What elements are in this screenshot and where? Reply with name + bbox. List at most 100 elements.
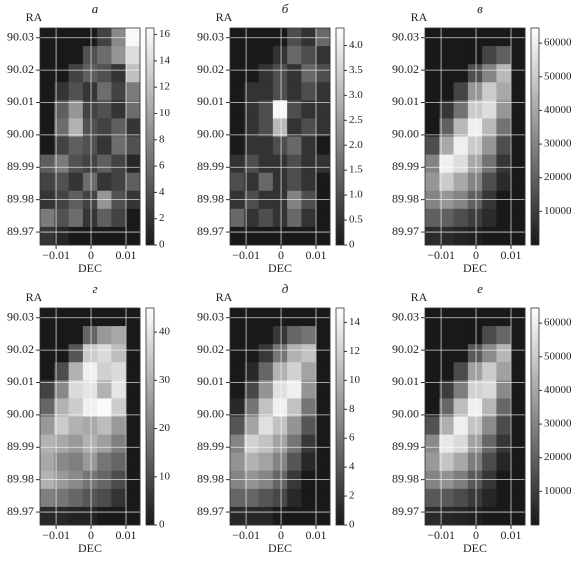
- heat-cell: [315, 46, 331, 65]
- heat-cell: [111, 380, 127, 399]
- heat-cell: [467, 82, 483, 101]
- heat-cell: [315, 154, 331, 174]
- heat-cell: [125, 416, 141, 435]
- heat-cell: [439, 208, 454, 228]
- colorbar-tick-label: 2.0: [349, 139, 363, 151]
- heat-cell: [425, 506, 440, 526]
- heat-cell: [244, 136, 259, 155]
- panel-title: е: [477, 281, 483, 296]
- heat-cell: [258, 398, 274, 417]
- heat-cell: [68, 416, 84, 435]
- heat-cell: [111, 64, 127, 83]
- heat-cell: [510, 506, 526, 526]
- heat-cell: [439, 100, 454, 119]
- heat-cell: [496, 488, 512, 508]
- heat-cell: [258, 28, 274, 47]
- heat-cell: [97, 226, 112, 246]
- colorbar: [145, 27, 155, 246]
- heat-cell: [244, 100, 259, 119]
- heat-cell: [287, 506, 302, 526]
- heat-cell: [301, 82, 317, 101]
- colorbar-tick-label: 1.5: [349, 164, 363, 176]
- heat-cell: [439, 82, 454, 101]
- colorbar-tick-label: 0.5: [349, 214, 363, 226]
- x-tick-label: −0.01: [42, 248, 70, 262]
- heat-cell: [439, 28, 454, 47]
- panel: е RA DEC −0.01 0 0.01 89.97 89.98 89.99 90.00 90.0…: [392, 281, 572, 555]
- heat-cell: [272, 172, 288, 192]
- heat-cell: [68, 46, 84, 65]
- heat-cell: [496, 308, 512, 327]
- y-tick-label: 90.02: [197, 62, 224, 76]
- heat-cell: [287, 154, 302, 174]
- heat-cell: [301, 64, 317, 83]
- heat-cell: [301, 344, 317, 363]
- heat-cell: [453, 308, 469, 327]
- heat-cell: [510, 416, 526, 435]
- heat-cell: [230, 46, 245, 65]
- heat-cell: [125, 344, 141, 363]
- y-tick-label: 89.98: [197, 471, 224, 485]
- heat-cell: [425, 452, 440, 472]
- heat-cell: [68, 488, 84, 508]
- heat-cell: [425, 398, 440, 417]
- heat-cell: [244, 28, 259, 47]
- heat-cell: [287, 136, 302, 155]
- heat-cell: [40, 506, 55, 526]
- heat-cell: [258, 226, 274, 246]
- heat-cell: [111, 100, 127, 119]
- y-tick-label: 89.97: [392, 504, 419, 518]
- heat-cell: [230, 226, 245, 246]
- heat-cell: [54, 416, 69, 435]
- x-tick-label: 0: [473, 528, 479, 542]
- plot-frame: [39, 27, 141, 246]
- heat-cell: [467, 488, 483, 508]
- heat-cell: [82, 100, 98, 119]
- heat-cell: [230, 452, 245, 472]
- heat-cell: [54, 308, 69, 327]
- heat-cell: [97, 398, 112, 417]
- heat-cell: [82, 506, 98, 526]
- heat-cell: [54, 344, 69, 363]
- heat-cell: [510, 28, 526, 47]
- heat-cell: [287, 344, 302, 363]
- heat-cell: [425, 226, 440, 246]
- heat-cell: [258, 488, 274, 508]
- heat-cell: [272, 380, 288, 399]
- colorbar: [530, 27, 540, 246]
- heat-cell: [230, 488, 245, 508]
- heat-cell: [510, 118, 526, 137]
- heat-cell: [425, 416, 440, 435]
- heat-cell: [496, 452, 512, 472]
- y-tick-label: 89.97: [7, 224, 34, 238]
- heat-cell: [125, 380, 141, 399]
- heat-cell: [439, 362, 454, 381]
- heat-cell: [315, 344, 331, 363]
- colorbar-tick-label: 2: [159, 212, 165, 224]
- heat-cell: [496, 208, 512, 228]
- colorbar-tick-label: 4: [159, 186, 165, 198]
- heat-cell: [40, 434, 55, 454]
- heat-cell: [40, 64, 55, 83]
- heat-cell: [97, 136, 112, 155]
- heat-cell: [301, 452, 317, 472]
- heat-cell: [482, 208, 497, 228]
- heat-cell: [272, 488, 288, 508]
- heat-cell: [97, 82, 112, 101]
- colorbar-tick-label: 50000: [544, 70, 572, 82]
- heat-cell: [40, 326, 55, 345]
- heat-cell: [301, 46, 317, 65]
- y-tick-label: 89.99: [392, 439, 419, 453]
- panel: б RA DEC −0.01 0 0.01 89.97 89.98 89.99 90.00 90.0…: [197, 1, 363, 275]
- heat-cell: [510, 344, 526, 363]
- heat-cell: [439, 488, 454, 508]
- heat-cell: [125, 154, 141, 174]
- heat-cell: [453, 136, 469, 155]
- heat-cell: [496, 28, 512, 47]
- heat-cell: [258, 344, 274, 363]
- y-tick-label: 90.01: [392, 374, 419, 388]
- heat-cell: [230, 416, 245, 435]
- heat-cell: [482, 362, 497, 381]
- heat-cell: [425, 208, 440, 228]
- y-axis-label: RA: [411, 290, 428, 304]
